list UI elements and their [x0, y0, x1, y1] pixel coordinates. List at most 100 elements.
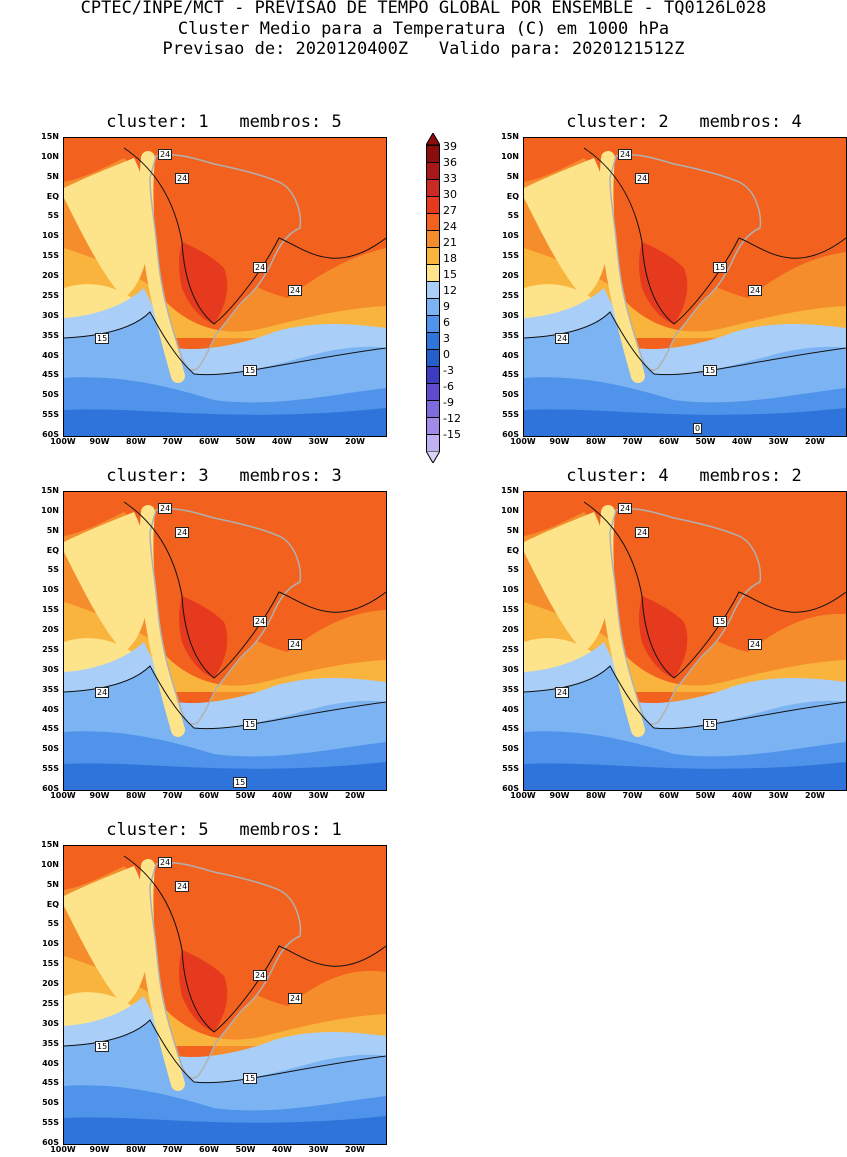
latitude-label: 55S [42, 1118, 59, 1128]
coastline [149, 507, 302, 725]
colorbar-segment [426, 264, 440, 281]
longitude-label: 40W [732, 437, 752, 446]
longitude-label: 80W [586, 791, 606, 800]
pale-region [64, 158, 151, 298]
longitude-label: 70W [622, 791, 643, 800]
contour-15 [524, 665, 846, 730]
contour-label: 15 [713, 262, 728, 273]
contour-24 [583, 501, 846, 679]
hot-spot [179, 242, 228, 324]
latitude-label: 40S [42, 704, 59, 714]
latitude-label: 30S [42, 664, 59, 674]
colorbar-top-arrow [426, 133, 440, 145]
contour-label: 24 [158, 857, 173, 868]
temperature-map [63, 137, 387, 437]
latitude-label: 20S [502, 625, 519, 635]
contour-label: 24 [253, 262, 268, 273]
longitude-label: 80W [126, 791, 146, 800]
longitude-label: 80W [586, 437, 606, 446]
latitude-label: 50S [42, 744, 59, 754]
pale-region [524, 158, 611, 298]
colorbar-bottom-arrow [426, 451, 440, 463]
longitude-label: 60W [199, 1145, 219, 1154]
longitude-label: 50W [235, 791, 256, 800]
contour-label: 24 [618, 149, 633, 160]
colorbar-segment [426, 315, 440, 332]
latitude-label: 60S [42, 1138, 59, 1147]
colorbar-label: -12 [443, 412, 461, 425]
colorbar-label: 9 [443, 300, 450, 313]
latitude-label: 15N [501, 132, 519, 141]
longitude-label: 30W [308, 791, 329, 800]
latitude-label: 60S [42, 784, 59, 793]
contour-label: 15 [243, 365, 258, 376]
longitude-label: 90W [549, 791, 570, 800]
temperature-map [523, 491, 847, 791]
latitude-label: 10S [502, 585, 519, 595]
longitude-label: 50W [235, 437, 256, 446]
longitude-label: 30W [308, 437, 329, 446]
longitude-label: 20W [345, 1145, 365, 1154]
latitude-label: 10S [502, 231, 519, 241]
colorbar-label: 39 [443, 140, 457, 153]
panel-title: cluster: 2 membros: 4 [566, 112, 802, 132]
longitude-label: 50W [235, 1145, 256, 1154]
colorbar-label: -3 [443, 364, 454, 377]
contour-label: 0 [693, 423, 703, 434]
hot-spot [639, 242, 688, 324]
latitude-label: 25S [42, 290, 59, 300]
longitude-label: 100W [50, 437, 76, 446]
latitude-label: 15S [42, 251, 59, 261]
contour-label: 24 [288, 285, 303, 296]
longitude-label: 50W [695, 791, 716, 800]
latitude-label: 25S [42, 998, 59, 1008]
longitude-label: 90W [89, 1145, 110, 1154]
longitude-label: 50W [695, 437, 716, 446]
contour-label: 15 [243, 719, 258, 730]
latitude-label: 5S [507, 565, 519, 575]
latitude-label: 55S [502, 410, 519, 420]
latitude-label: 45S [502, 724, 519, 734]
latitude-label: 35S [42, 330, 59, 340]
contour-label: 15 [233, 777, 248, 788]
latitude-label: EQ [506, 191, 519, 201]
latitude-label: 5N [46, 525, 59, 535]
latitude-label: 15S [502, 251, 519, 261]
coastline [149, 861, 302, 1079]
contour-label: 15 [703, 365, 718, 376]
latitude-label: 5N [46, 879, 59, 889]
longitude-label: 40W [272, 791, 292, 800]
colorbar-segment [426, 247, 440, 264]
longitude-label: 70W [162, 791, 183, 800]
colorbar-label: -6 [443, 380, 454, 393]
longitude-label: 100W [510, 437, 536, 446]
latitude-label: 45S [42, 1078, 59, 1088]
continent-warm [150, 154, 301, 371]
coldest-region [64, 1116, 386, 1144]
latitude-label: 55S [42, 410, 59, 420]
colorbar-label: 12 [443, 284, 457, 297]
latitude-label: 5N [506, 171, 519, 181]
contour-24 [123, 855, 386, 1033]
latitude-label: 60S [502, 784, 519, 793]
colorbar-segment [426, 281, 440, 298]
hot-spot [639, 596, 688, 678]
coastline [609, 153, 762, 371]
latitude-label: 20S [42, 271, 59, 281]
contour-24 [583, 147, 846, 325]
longitude-label: 30W [768, 437, 789, 446]
longitude-label: 70W [162, 1145, 183, 1154]
contour-label: 24 [635, 527, 650, 538]
latitude-label: 50S [42, 390, 59, 400]
latitude-label: 25S [502, 644, 519, 654]
temperature-map [63, 845, 387, 1145]
latitude-label: 5S [507, 211, 519, 221]
map-canvas [64, 492, 386, 790]
colorbar-label: -15 [443, 428, 461, 441]
hot-spot [179, 950, 228, 1032]
colorbar-label: 18 [443, 252, 457, 265]
latitude-label: 55S [502, 764, 519, 774]
latitude-label: 50S [42, 1098, 59, 1108]
latitude-label: 15S [42, 605, 59, 615]
latitude-label: 45S [42, 724, 59, 734]
